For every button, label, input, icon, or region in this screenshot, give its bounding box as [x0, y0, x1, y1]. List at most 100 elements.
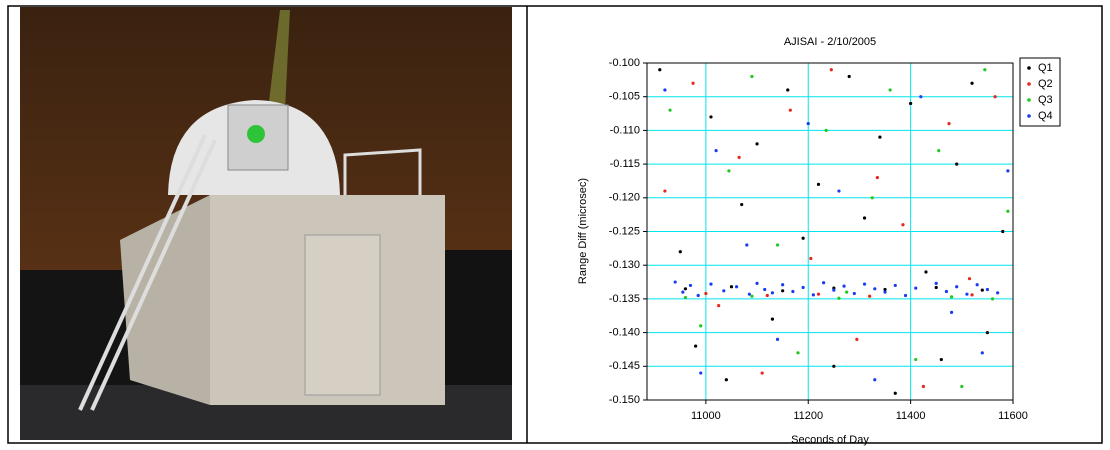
- y-tick-label: -0.110: [610, 124, 640, 136]
- point: [699, 324, 703, 328]
- point: [1006, 209, 1010, 213]
- point: [837, 189, 841, 193]
- point: [949, 295, 954, 299]
- point: [855, 337, 859, 341]
- point: [691, 81, 695, 85]
- point: [883, 287, 887, 292]
- point: [663, 88, 667, 92]
- point: [709, 282, 713, 286]
- chart-title: AJISAI - 2/10/2005: [784, 36, 876, 48]
- point: [980, 351, 984, 355]
- point: [678, 250, 682, 254]
- point: [868, 294, 872, 298]
- y-tick-label: -0.140: [609, 327, 640, 339]
- point: [983, 68, 987, 72]
- point: [696, 293, 700, 298]
- point: [873, 378, 877, 382]
- point: [816, 182, 821, 186]
- point: [737, 155, 741, 159]
- point: [811, 293, 815, 297]
- point: [903, 293, 908, 298]
- point: [901, 223, 905, 227]
- y-tick-label: -0.115: [610, 158, 640, 170]
- x-tick-label: 11200: [793, 410, 823, 422]
- point: [921, 384, 926, 389]
- point: [699, 371, 703, 375]
- legend-swatch: [1027, 114, 1031, 118]
- point: [996, 291, 1000, 295]
- point: [1006, 169, 1010, 173]
- point: [775, 337, 780, 341]
- point: [955, 162, 959, 166]
- point: [937, 149, 941, 153]
- point: [965, 292, 969, 296]
- point: [658, 68, 662, 72]
- point: [750, 294, 754, 298]
- table-border: [7, 5, 1103, 444]
- point: [729, 285, 734, 289]
- legend-label: Q1: [1038, 62, 1053, 74]
- point: [781, 283, 785, 287]
- y-tick-label: -0.120: [609, 192, 640, 204]
- point: [888, 88, 892, 92]
- point: [714, 149, 718, 153]
- y-tick-label: -0.100: [609, 57, 640, 69]
- point: [909, 101, 913, 106]
- x-tick-label: 11600: [998, 410, 1028, 422]
- point: [1001, 229, 1005, 234]
- point: [673, 280, 677, 284]
- point: [816, 292, 821, 296]
- y-tick-label: -0.130: [609, 259, 640, 271]
- point: [967, 277, 972, 281]
- point: [870, 196, 874, 200]
- point: [747, 292, 751, 296]
- point: [770, 317, 775, 321]
- legend-label: Q3: [1038, 94, 1053, 106]
- point: [709, 115, 713, 119]
- point: [683, 287, 687, 291]
- y-axis-label: Range Diff (microsec): [577, 178, 589, 284]
- point: [755, 281, 759, 285]
- y-tick-label: -0.105: [609, 91, 640, 103]
- legend-label: Q2: [1038, 78, 1053, 90]
- point: [837, 296, 841, 300]
- point: [970, 81, 974, 85]
- point: [985, 287, 990, 292]
- point: [893, 283, 897, 288]
- point: [724, 378, 728, 382]
- point: [763, 287, 767, 292]
- point: [694, 344, 698, 348]
- point: [893, 391, 897, 395]
- point: [824, 128, 828, 132]
- point: [681, 290, 685, 294]
- point: [734, 285, 739, 289]
- x-tick-label: 11000: [691, 410, 721, 422]
- x-axis-label: Seconds of Day: [791, 434, 869, 446]
- point: [801, 285, 805, 290]
- point: [727, 169, 731, 173]
- y-tick-label: -0.135: [609, 293, 640, 305]
- point: [717, 304, 721, 308]
- point: [944, 289, 949, 294]
- point: [775, 243, 780, 247]
- point: [668, 108, 672, 112]
- point: [791, 289, 795, 294]
- point: [781, 289, 785, 293]
- point: [990, 297, 995, 301]
- point: [934, 281, 938, 285]
- point: [786, 88, 790, 92]
- point: [760, 371, 764, 375]
- point: [745, 243, 749, 247]
- legend-swatch: [1027, 98, 1031, 102]
- point: [924, 270, 928, 274]
- point: [704, 291, 708, 296]
- point: [875, 175, 879, 180]
- point: [796, 351, 800, 355]
- point: [788, 108, 792, 112]
- point: [740, 202, 744, 207]
- legend-swatch: [1027, 82, 1031, 86]
- point: [722, 289, 726, 293]
- point: [934, 285, 938, 290]
- legend-label: Q4: [1038, 110, 1053, 122]
